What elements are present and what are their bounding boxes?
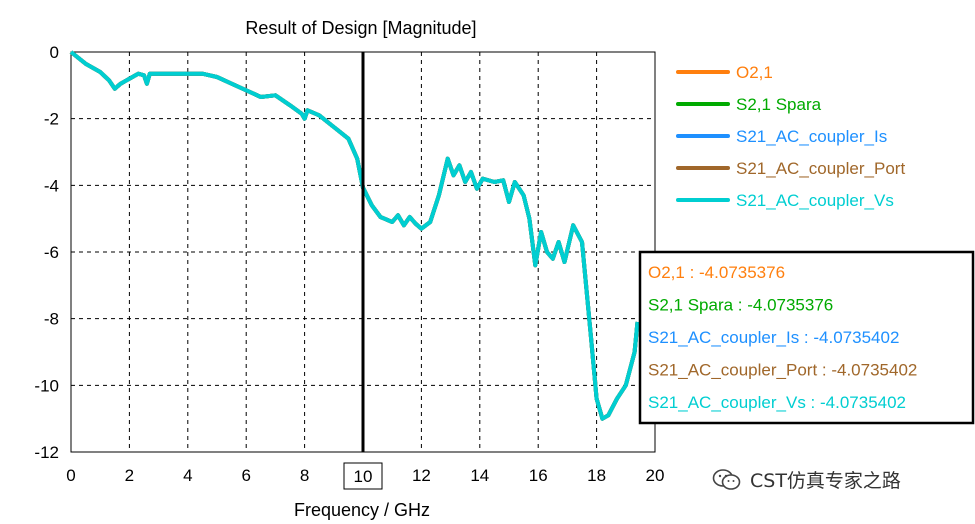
legend-label: S21_AC_coupler_Port [736, 159, 905, 178]
x-tick-label: 12 [412, 466, 431, 485]
x-axis-label: Frequency / GHz [294, 500, 430, 520]
y-tick-label: -2 [44, 110, 59, 129]
x-tick-label: 14 [470, 466, 489, 485]
y-tick-label: 0 [50, 43, 59, 62]
y-tick-label: -6 [44, 243, 59, 262]
watermark-text: CST仿真专家之路 [750, 470, 901, 492]
readout-line: S21_AC_coupler_Vs : -4.0735402 [648, 393, 906, 412]
readout-line: O2,1 : -4.0735376 [648, 263, 785, 282]
readout-box [638, 250, 975, 425]
value-readout: O2,1 : -4.0735376 S2,1 Spara : -4.0735376… [638, 250, 975, 425]
readout-line: S21_AC_coupler_Is : -4.0735402 [648, 328, 899, 347]
y-tick-label: -10 [34, 376, 59, 395]
wechat-icon [712, 468, 742, 492]
series-line-o2-1 [69, 50, 640, 421]
x-tick-label: 18 [587, 466, 606, 485]
y-tick-label: -12 [34, 443, 59, 462]
legend-label: S21_AC_coupler_Is [736, 127, 887, 146]
y-tick-label: -8 [44, 310, 59, 329]
series-line-s2-1-spara [69, 50, 640, 421]
x-tick-label: 16 [529, 466, 548, 485]
legend-label: S2,1 Spara [736, 95, 822, 114]
legend-label: O2,1 [736, 63, 773, 82]
x-tick-label: 6 [241, 466, 250, 485]
readout-line: S21_AC_coupler_Port : -4.0735402 [648, 361, 917, 380]
x-tick-label: 2 [125, 466, 134, 485]
marker-label-box[interactable] [343, 462, 383, 490]
legend-label: S21_AC_coupler_Vs [736, 191, 894, 210]
watermark: CST仿真专家之路 [712, 466, 901, 493]
curves [69, 50, 640, 421]
chart-title: Result of Design [Magnitude] [245, 18, 476, 38]
x-tick-label: 0 [66, 466, 75, 485]
series-line-s21-ac-coupler-vs [69, 50, 640, 421]
marker-label[interactable]: 10 [354, 467, 373, 486]
series-line-s21-ac-coupler-port [69, 50, 640, 421]
x-tick-label: 8 [300, 466, 309, 485]
readout-line: S2,1 Spara : -4.0735376 [648, 296, 833, 315]
y-tick-label: -4 [44, 176, 59, 195]
frequency-marker[interactable]: 10 [343, 52, 383, 490]
x-tick-label: 4 [183, 466, 192, 485]
x-tick-label: 20 [646, 466, 665, 485]
legend: O2,1 S2,1 Spara S21_AC_coupler_Is S21_AC_co… [676, 63, 905, 210]
series-line-s21-ac-coupler-is [69, 50, 640, 421]
